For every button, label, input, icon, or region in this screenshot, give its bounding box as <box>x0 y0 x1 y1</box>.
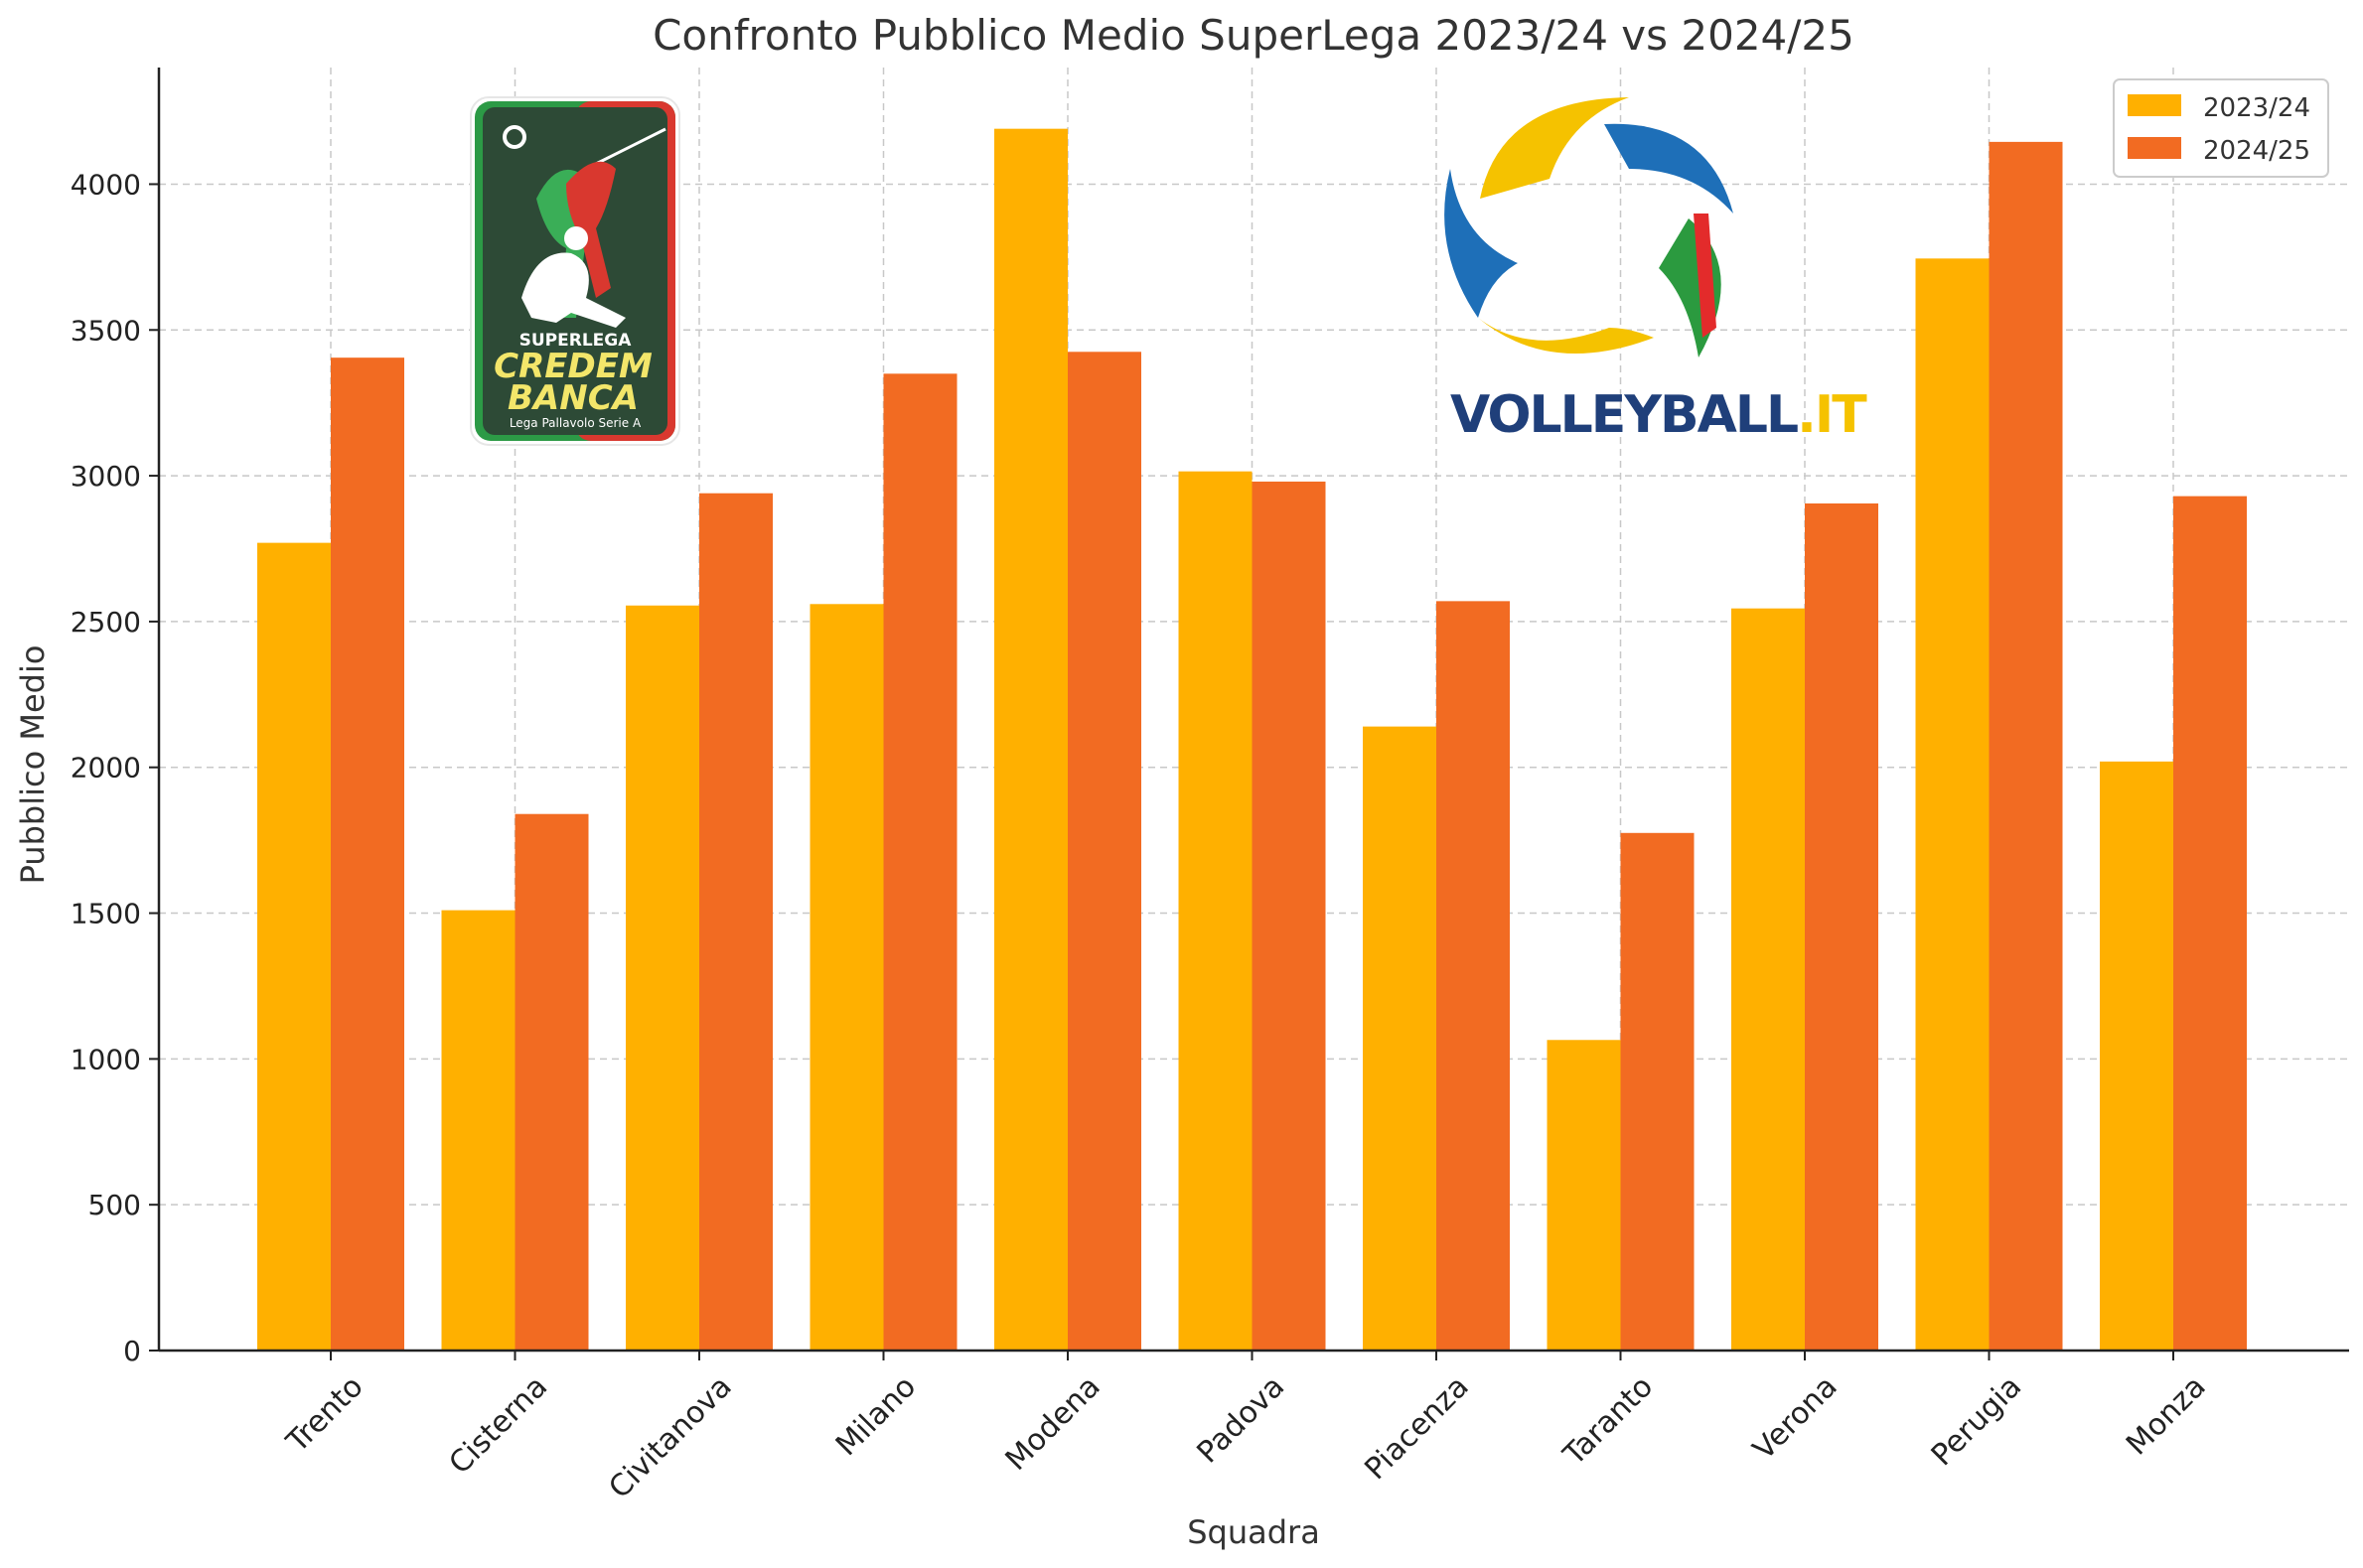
bar-2024-25-padova <box>1252 481 1326 1351</box>
svg-text:SUPERLEGA: SUPERLEGA <box>519 331 633 351</box>
bar-2024-25-civitanova <box>699 493 773 1351</box>
bars <box>257 128 2247 1352</box>
chart-title: Confronto Pubblico Medio SuperLega 2023/… <box>653 11 1854 60</box>
legend-swatch-2024-25 <box>2128 137 2181 159</box>
legend-swatch-2023-24 <box>2128 94 2181 116</box>
bar-2023-24-milano <box>810 604 884 1351</box>
x-tick-label-perugia: Perugia <box>1925 1369 2028 1473</box>
bar-2023-24-civitanova <box>626 605 699 1351</box>
legend-label-2024-25: 2024/25 <box>2203 136 2310 166</box>
superlega-logo: SUPERLEGA CREDEM BANCA Lega Pallavolo Se… <box>470 96 680 446</box>
bar-2023-24-padova <box>1178 471 1253 1351</box>
x-tick-label-trento: Trento <box>279 1369 369 1460</box>
x-tick-label-padova: Padova <box>1191 1369 1292 1471</box>
bar-2023-24-monza <box>2100 761 2173 1351</box>
bar-2024-25-piacenza <box>1436 601 1510 1351</box>
bar-2023-24-piacenza <box>1363 726 1436 1351</box>
x-tick-label-piacenza: Piacenza <box>1358 1369 1475 1487</box>
y-tick-label: 1500 <box>71 898 141 930</box>
bar-2023-24-perugia <box>1915 258 1990 1352</box>
x-tick-label-verona: Verona <box>1746 1369 1844 1467</box>
bar-2024-25-modena <box>1068 352 1141 1352</box>
volleyball-it-logo: VOLLEYBALL.IT <box>1444 97 1869 445</box>
y-tick-labels: 0 500 1000 1500 2000 2500 3000 3500 4000 <box>71 168 159 1367</box>
y-tick-label: 0 <box>123 1335 141 1367</box>
svg-text:Lega Pallavolo Serie A: Lega Pallavolo Serie A <box>510 416 642 430</box>
bar-2024-25-milano <box>883 373 958 1351</box>
bar-2023-24-trento <box>257 542 331 1351</box>
svg-text:BANCA: BANCA <box>508 378 639 418</box>
y-tick-label: 2000 <box>71 752 141 784</box>
bar-2024-25-taranto <box>1620 832 1695 1351</box>
svg-text:CREDEM: CREDEM <box>494 347 653 386</box>
x-tick-label-monza: Monza <box>2120 1369 2213 1463</box>
bar-2023-24-modena <box>994 128 1068 1352</box>
x-tick-label-cisterna: Cisterna <box>442 1369 554 1482</box>
axes <box>157 68 2349 1353</box>
bar-2024-25-perugia <box>1989 141 2063 1351</box>
svg-text:VOLLEYBALL.IT: VOLLEYBALL.IT <box>1450 385 1867 445</box>
y-axis-label: Pubblico Medio <box>14 645 52 885</box>
x-tick-label-milano: Milano <box>829 1369 923 1463</box>
x-tick-labels: Trento Cisterna Civitanova Milano Modena Pado… <box>279 1351 2213 1505</box>
y-tick-label: 3000 <box>71 460 141 493</box>
legend-label-2023-24: 2023/24 <box>2203 93 2310 123</box>
bar-2023-24-taranto <box>1547 1040 1621 1351</box>
bar-2023-24-verona <box>1731 608 1805 1351</box>
bar-2023-24-cisterna <box>441 910 516 1351</box>
y-tick-label: 3500 <box>71 314 141 347</box>
bar-2024-25-verona <box>1805 502 1878 1352</box>
x-tick-label-civitanova: Civitanova <box>602 1369 738 1505</box>
y-tick-label: 2500 <box>71 606 141 639</box>
x-axis-label: Squadra <box>1187 1513 1320 1551</box>
x-tick-label-modena: Modena <box>999 1369 1108 1478</box>
bar-2024-25-trento <box>331 357 404 1351</box>
bar-2024-25-cisterna <box>515 813 589 1351</box>
y-tick-label: 1000 <box>71 1043 141 1075</box>
y-tick-label: 500 <box>88 1189 141 1221</box>
legend: 2023/24 2024/25 <box>2113 78 2329 178</box>
bar-2024-25-monza <box>2173 496 2247 1351</box>
y-tick-label: 4000 <box>71 168 141 201</box>
x-tick-label-taranto: Taranto <box>1556 1369 1660 1473</box>
